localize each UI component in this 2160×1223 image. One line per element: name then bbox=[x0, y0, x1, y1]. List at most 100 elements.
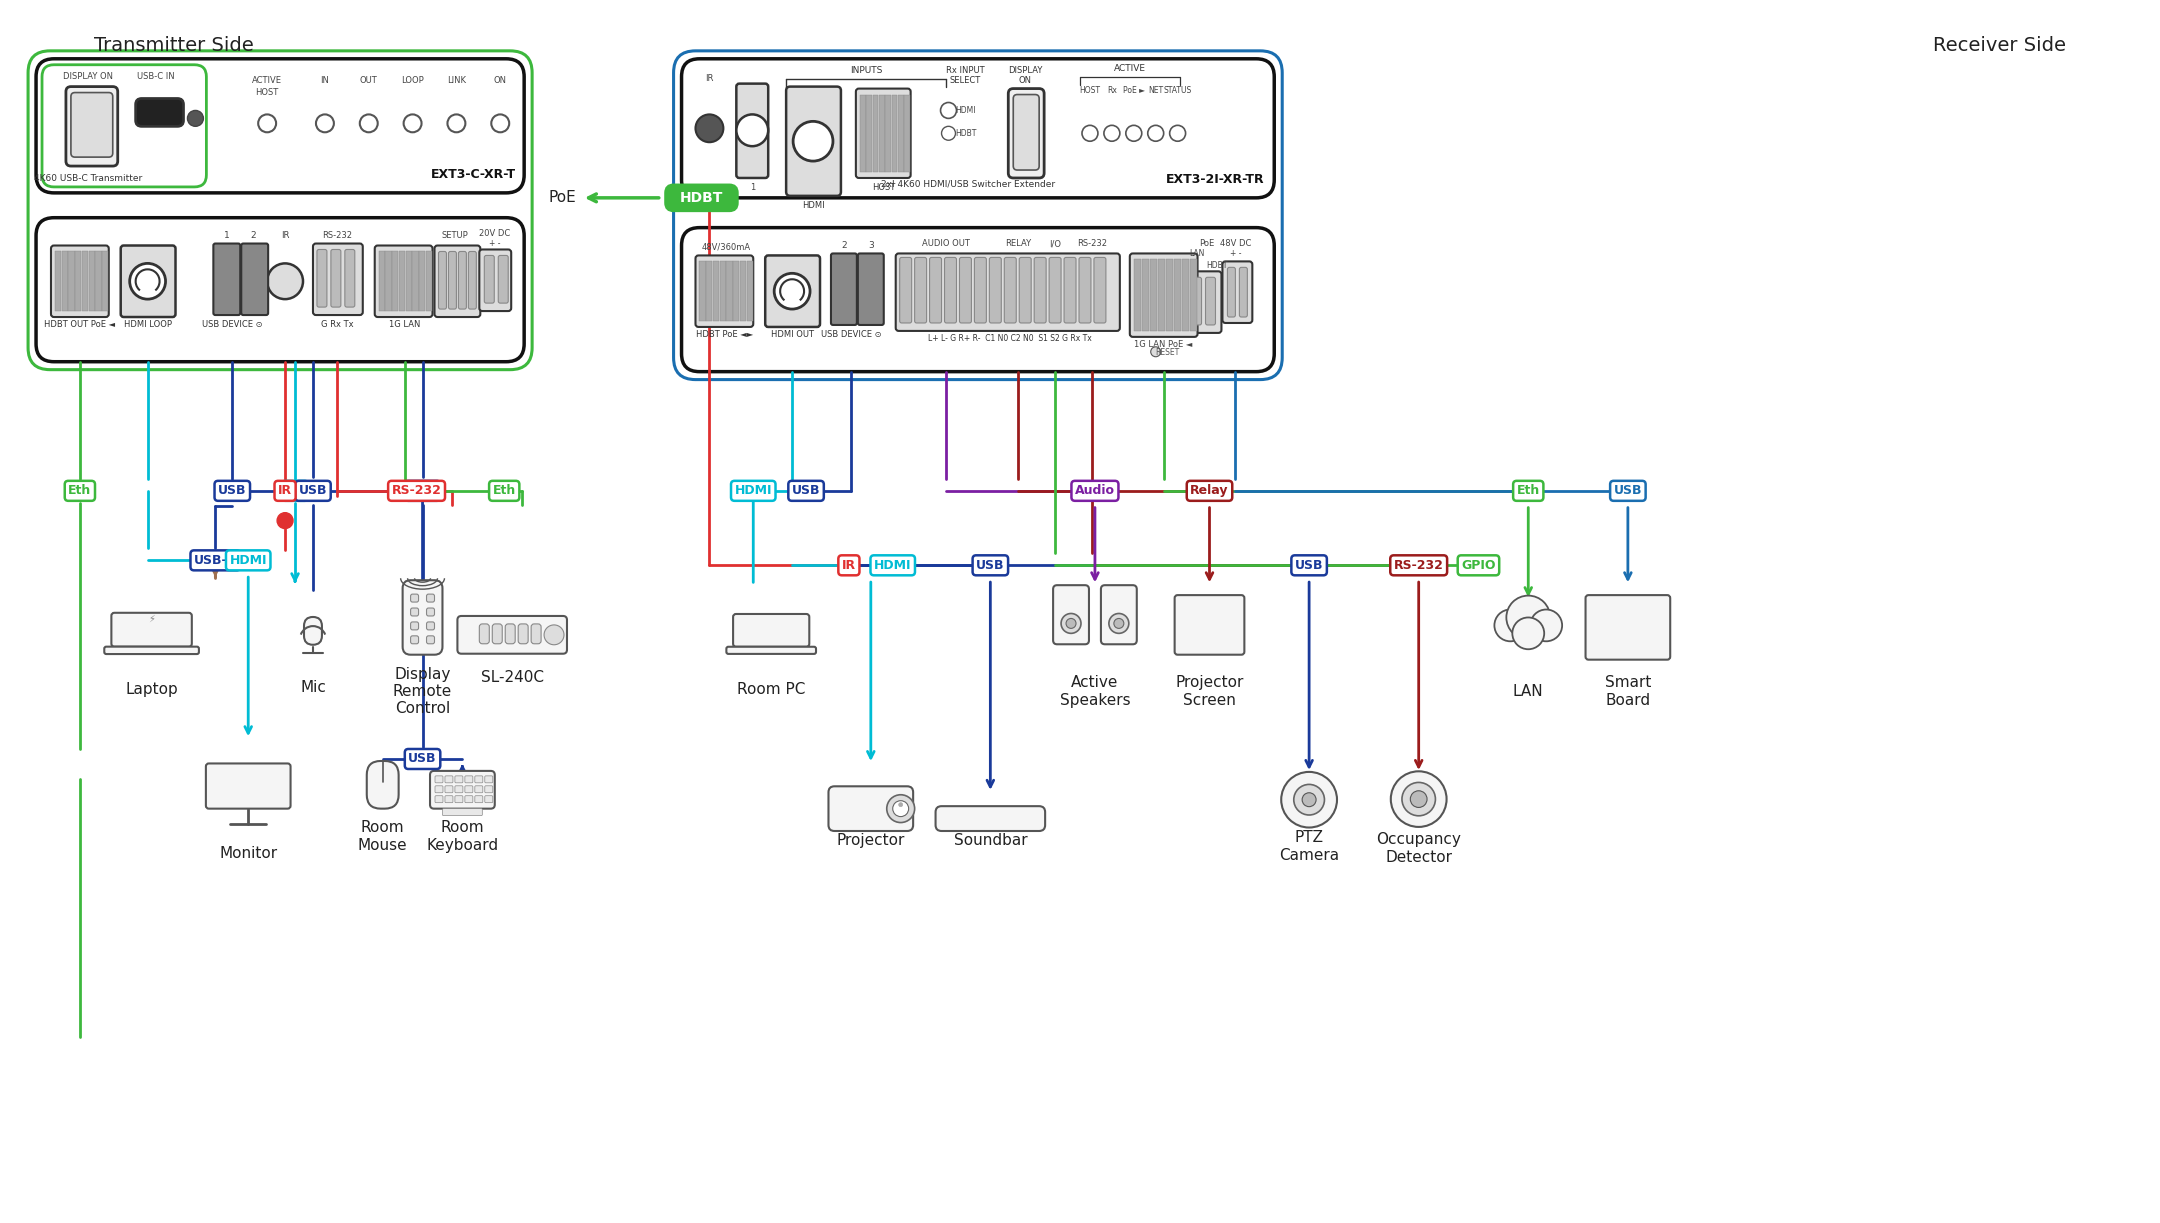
Text: HDMI: HDMI bbox=[734, 484, 771, 498]
Bar bbox=[741, 262, 745, 320]
FancyBboxPatch shape bbox=[1013, 94, 1039, 170]
Circle shape bbox=[773, 273, 810, 309]
FancyBboxPatch shape bbox=[484, 786, 492, 793]
FancyBboxPatch shape bbox=[37, 218, 525, 362]
Text: Smart
Board: Smart Board bbox=[1605, 675, 1650, 708]
Circle shape bbox=[1067, 619, 1076, 629]
Text: Audio: Audio bbox=[1076, 484, 1115, 498]
Circle shape bbox=[1294, 784, 1324, 815]
FancyBboxPatch shape bbox=[855, 88, 912, 179]
Text: USB DEVICE ⊙: USB DEVICE ⊙ bbox=[203, 320, 264, 329]
FancyBboxPatch shape bbox=[732, 614, 810, 647]
Text: PoE: PoE bbox=[549, 191, 577, 205]
Text: Room PC: Room PC bbox=[737, 682, 806, 697]
Circle shape bbox=[1391, 772, 1447, 827]
Text: HDMI: HDMI bbox=[955, 106, 976, 115]
FancyBboxPatch shape bbox=[989, 257, 1002, 323]
FancyBboxPatch shape bbox=[121, 246, 175, 317]
Text: Room
Keyboard: Room Keyboard bbox=[426, 821, 499, 852]
FancyBboxPatch shape bbox=[374, 246, 432, 317]
FancyBboxPatch shape bbox=[935, 806, 1045, 830]
Bar bbox=[719, 262, 726, 320]
FancyBboxPatch shape bbox=[480, 249, 512, 311]
FancyBboxPatch shape bbox=[914, 257, 927, 323]
FancyBboxPatch shape bbox=[242, 243, 268, 316]
Bar bbox=[892, 94, 896, 172]
FancyBboxPatch shape bbox=[318, 249, 326, 307]
FancyBboxPatch shape bbox=[505, 624, 516, 643]
Text: Transmitter Side: Transmitter Side bbox=[93, 35, 253, 55]
Text: HOST: HOST bbox=[255, 88, 279, 97]
Circle shape bbox=[1495, 609, 1527, 641]
Text: Display
Remote
Control: Display Remote Control bbox=[393, 667, 451, 717]
Text: HDBT: HDBT bbox=[955, 128, 976, 138]
Circle shape bbox=[793, 121, 834, 161]
Text: IR: IR bbox=[706, 75, 713, 83]
Circle shape bbox=[1512, 618, 1544, 649]
FancyBboxPatch shape bbox=[518, 624, 529, 643]
FancyBboxPatch shape bbox=[410, 594, 419, 602]
Text: Eth: Eth bbox=[1516, 484, 1540, 498]
Text: 3: 3 bbox=[868, 241, 873, 249]
FancyBboxPatch shape bbox=[464, 786, 473, 793]
FancyBboxPatch shape bbox=[410, 623, 419, 630]
Bar bbox=[393, 252, 397, 311]
Bar bbox=[419, 252, 426, 311]
Text: ⚡: ⚡ bbox=[149, 614, 156, 624]
Text: ON: ON bbox=[1020, 76, 1032, 86]
FancyBboxPatch shape bbox=[456, 796, 462, 802]
Text: Occupancy
Detector: Occupancy Detector bbox=[1376, 832, 1460, 865]
FancyBboxPatch shape bbox=[37, 59, 525, 193]
FancyBboxPatch shape bbox=[305, 616, 322, 645]
Circle shape bbox=[892, 801, 909, 817]
Circle shape bbox=[1108, 614, 1130, 634]
FancyBboxPatch shape bbox=[205, 763, 292, 808]
FancyBboxPatch shape bbox=[484, 256, 495, 303]
FancyBboxPatch shape bbox=[1192, 278, 1201, 325]
FancyBboxPatch shape bbox=[1020, 257, 1030, 323]
Circle shape bbox=[361, 115, 378, 132]
FancyBboxPatch shape bbox=[665, 185, 737, 210]
Circle shape bbox=[1529, 609, 1562, 641]
FancyBboxPatch shape bbox=[410, 608, 419, 616]
Text: Active
Speakers: Active Speakers bbox=[1061, 675, 1130, 708]
Text: USB: USB bbox=[298, 484, 326, 498]
FancyBboxPatch shape bbox=[456, 775, 462, 783]
Circle shape bbox=[1082, 125, 1097, 141]
Text: PTZ
Camera: PTZ Camera bbox=[1279, 830, 1339, 862]
FancyBboxPatch shape bbox=[214, 243, 240, 316]
FancyBboxPatch shape bbox=[402, 580, 443, 654]
Bar bbox=[378, 252, 384, 311]
Text: USB: USB bbox=[793, 484, 821, 498]
Text: HOST: HOST bbox=[1080, 86, 1099, 95]
Bar bbox=[400, 252, 406, 311]
Circle shape bbox=[447, 115, 464, 132]
Circle shape bbox=[1125, 125, 1143, 141]
Text: DISPLAY ON: DISPLAY ON bbox=[63, 72, 112, 81]
Text: USB: USB bbox=[408, 752, 436, 766]
Circle shape bbox=[268, 263, 302, 300]
Text: G Rx Tx: G Rx Tx bbox=[320, 320, 354, 329]
Bar bbox=[899, 94, 903, 172]
Circle shape bbox=[188, 110, 203, 126]
FancyBboxPatch shape bbox=[464, 796, 473, 802]
Circle shape bbox=[1151, 347, 1160, 357]
FancyBboxPatch shape bbox=[426, 594, 434, 602]
Text: HDMI LOOP: HDMI LOOP bbox=[123, 320, 171, 329]
Text: USB DEVICE ⊙: USB DEVICE ⊙ bbox=[821, 330, 881, 340]
Text: STATUS: STATUS bbox=[1164, 86, 1192, 95]
FancyBboxPatch shape bbox=[104, 647, 199, 654]
Text: USB: USB bbox=[1294, 559, 1324, 572]
FancyBboxPatch shape bbox=[1240, 268, 1246, 317]
Bar bbox=[54, 252, 60, 311]
FancyBboxPatch shape bbox=[858, 253, 883, 325]
Circle shape bbox=[259, 115, 276, 132]
Circle shape bbox=[1506, 596, 1551, 640]
Text: IR: IR bbox=[279, 484, 292, 498]
FancyBboxPatch shape bbox=[458, 252, 467, 309]
Text: IR: IR bbox=[281, 231, 289, 240]
Text: LAN: LAN bbox=[1188, 249, 1205, 258]
FancyBboxPatch shape bbox=[829, 786, 914, 830]
Circle shape bbox=[942, 126, 955, 141]
Text: NET: NET bbox=[1149, 86, 1164, 95]
